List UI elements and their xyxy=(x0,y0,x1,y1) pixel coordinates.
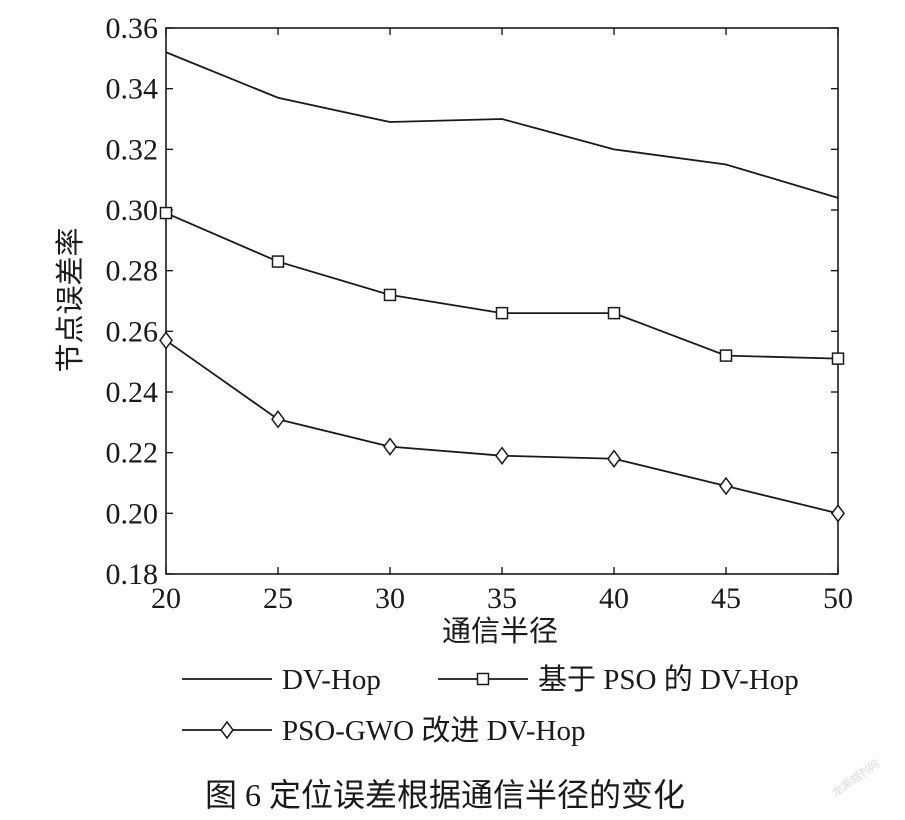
y-tick-label: 0.34 xyxy=(106,73,159,106)
square-marker xyxy=(383,288,397,302)
y-tick-label: 0.18 xyxy=(106,558,159,591)
x-axis-label: 通信半径 xyxy=(442,615,558,648)
series-layer xyxy=(159,51,845,523)
legend-label: PSO-GWO 改进 DV-Hop xyxy=(282,714,585,747)
figure-caption: 图 6 定位误差根据通信半径的变化 xyxy=(205,777,685,813)
square-marker xyxy=(271,255,285,268)
diamond-marker xyxy=(220,720,234,740)
diamond-marker xyxy=(607,449,621,468)
square-marker xyxy=(159,206,173,220)
y-tick-label: 0.22 xyxy=(106,437,159,470)
legend-entry: 基于 PSO 的 DV-Hop xyxy=(438,663,799,696)
diamond-marker xyxy=(271,410,285,429)
y-tick-label: 0.26 xyxy=(106,315,159,348)
legend: DV-Hop 基于 PSO 的 DV-Hop PSO-GWO 改进 DV-Hop xyxy=(182,663,799,747)
square-marker xyxy=(831,352,845,365)
series-1 xyxy=(165,51,839,199)
y-tick-label: 0.28 xyxy=(106,255,159,288)
y-axis-label: 节点误差率 xyxy=(54,227,87,372)
legend-entry: PSO-GWO 改进 DV-Hop xyxy=(182,714,585,747)
diamond-marker xyxy=(383,437,397,456)
series-line xyxy=(165,339,839,515)
plot-area xyxy=(165,27,839,575)
y-tick-label: 0.36 xyxy=(106,12,159,45)
series-2 xyxy=(159,206,845,365)
x-tick-label: 50 xyxy=(823,582,853,615)
legend-label: DV-Hop xyxy=(282,664,381,696)
x-tick-label: 20 xyxy=(151,582,181,615)
legend-label: 基于 PSO 的 DV-Hop xyxy=(538,663,799,696)
y-tick-label: 0.30 xyxy=(106,194,159,227)
square-marker xyxy=(476,672,490,686)
diamond-marker xyxy=(495,446,509,465)
series-3 xyxy=(159,331,845,523)
plot-frame xyxy=(165,27,839,575)
x-axis: 20 25 30 35 40 45 50 xyxy=(151,28,853,615)
legend-entry: DV-Hop xyxy=(182,664,381,696)
x-tick-label: 45 xyxy=(711,582,741,615)
series-line xyxy=(165,212,839,360)
square-marker xyxy=(607,306,621,320)
square-marker xyxy=(495,306,509,320)
y-tick-label: 0.24 xyxy=(106,376,159,409)
square-marker xyxy=(719,349,733,362)
x-tick-label: 35 xyxy=(487,582,517,615)
x-tick-label: 40 xyxy=(599,582,629,615)
x-tick-label: 25 xyxy=(263,582,293,615)
diamond-marker xyxy=(831,504,845,523)
y-tick-label: 0.20 xyxy=(106,497,159,530)
diamond-marker xyxy=(159,331,173,350)
y-tick-label: 0.32 xyxy=(106,133,159,166)
y-axis: 0.18 0.20 0.22 0.24 0.26 0.28 0.30 0.32 0.34 0.36 xyxy=(106,12,838,591)
diamond-marker xyxy=(719,476,733,496)
x-tick-label: 30 xyxy=(375,582,405,615)
series-line xyxy=(165,51,839,199)
